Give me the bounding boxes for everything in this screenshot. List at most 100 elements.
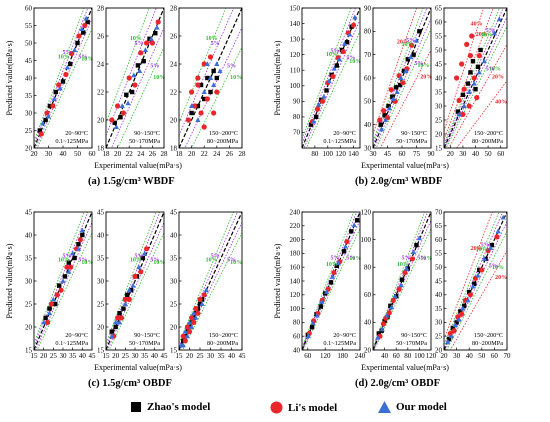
y-tick-label: 20 — [435, 346, 443, 354]
band-label-lower: 5% — [227, 258, 236, 264]
data-point-ours — [352, 14, 358, 20]
error-band-line-10pct-upper — [444, 212, 500, 345]
band-label-upper: 5% — [486, 28, 495, 34]
band-label-upper: 5% — [402, 255, 411, 261]
band-label-lower: 20% — [495, 275, 507, 281]
x-tick-label: 80 — [404, 352, 412, 360]
data-point-zhao — [308, 122, 314, 127]
data-point-ours — [79, 227, 85, 233]
band-label-upper: 20% — [471, 246, 483, 252]
error-band-line-40pct-lower — [456, 80, 507, 148]
x-tick-label: 24 — [213, 150, 221, 158]
data-point-li — [467, 53, 474, 59]
data-point-zhao — [140, 255, 145, 261]
chart-panel-a-2: 10%10%5%5%18 20 22 24 26 2818202224262890~150… — [97, 4, 168, 158]
data-point-ours — [57, 85, 63, 91]
data-point-li — [476, 53, 482, 59]
data-point-li — [204, 96, 210, 102]
data-point-ours — [384, 312, 390, 318]
y-tick-label: 30 — [25, 277, 33, 285]
data-point-zhao — [109, 329, 114, 334]
x-tick-label: 40 — [228, 352, 236, 360]
x-tick-label: 70 — [504, 352, 512, 360]
data-point-ours — [390, 96, 396, 101]
y-tick-label: 26 — [170, 32, 178, 40]
data-point-ours — [45, 113, 52, 119]
band-label-lower: 5% — [346, 256, 355, 262]
x-tick-label: 22 — [201, 150, 209, 158]
x-tick-label: 40 — [381, 352, 389, 360]
data-point-zhao — [334, 263, 339, 269]
data-point-ours — [500, 214, 506, 220]
x-tick-label: 80 — [311, 150, 319, 158]
data-point-zhao — [72, 255, 77, 261]
data-point-li — [479, 267, 485, 273]
data-point-li — [48, 301, 55, 307]
band-label-lower: 5% — [150, 258, 159, 264]
data-point-ours — [336, 56, 342, 62]
y-tick-label: 40 — [293, 346, 301, 354]
y-tick-label: 20 — [97, 116, 105, 124]
data-point-li — [377, 117, 383, 123]
y-tick-label: 30 — [364, 144, 372, 152]
y-tick-label: 50 — [364, 98, 372, 106]
data-point-ours — [75, 246, 82, 251]
data-point-li — [77, 237, 83, 243]
y-tick-label: 20 — [364, 346, 372, 354]
x-tick-label: 25 — [50, 352, 58, 360]
data-point-zhao — [121, 306, 126, 311]
data-point-ours — [79, 26, 85, 31]
y-tick-label: 120 — [361, 208, 372, 216]
band-label-lower: 10% — [153, 260, 165, 266]
x-tick-label: 60 — [491, 352, 499, 360]
caption-b: (b) 2.0g/cm³ WBDF — [355, 176, 443, 187]
y-tick-label: 60 — [293, 333, 301, 341]
data-point-li — [64, 264, 70, 270]
y-tick-label: 20 — [170, 323, 178, 331]
x-tick-label: 20 — [31, 150, 39, 158]
error-band-line-10pct-lower — [36, 28, 92, 148]
y-tick-label: 90 — [364, 4, 372, 12]
y-axis-label: Predicted value(mPa·s) — [5, 243, 14, 318]
data-point-li — [331, 270, 337, 276]
data-point-zhao — [68, 61, 73, 67]
data-point-ours — [130, 282, 136, 288]
data-point-ours — [481, 58, 487, 64]
data-point-zhao — [455, 109, 461, 114]
band-label-upper: 20% — [476, 32, 488, 38]
data-point-zhao — [112, 120, 117, 125]
x-tick-label: 18 — [176, 150, 184, 158]
data-point-li — [461, 86, 467, 92]
y-tick-label: 20 — [170, 116, 178, 124]
legend-marker-triangle — [378, 401, 391, 413]
data-point-zhao — [129, 89, 135, 95]
band-label-lower: 5% — [414, 61, 423, 67]
x-tick-label: 24 — [137, 150, 145, 158]
data-point-zhao — [128, 288, 134, 293]
y-tick-label: 80 — [364, 28, 372, 36]
y-tick-label: 60 — [364, 291, 372, 299]
y-tick-label: 35 — [435, 305, 443, 313]
data-point-ours — [191, 310, 197, 316]
data-point-li — [195, 310, 201, 316]
band-label-upper: 5% — [481, 242, 490, 248]
x-tick-label: 20 — [441, 352, 449, 360]
data-point-li — [494, 234, 500, 240]
band-label-upper: 10% — [326, 52, 338, 58]
data-point-li — [69, 50, 75, 57]
data-point-zhao — [313, 114, 319, 120]
reference-line-y-equals-x — [179, 8, 242, 148]
data-point-zhao — [113, 324, 118, 330]
data-point-zhao — [328, 280, 334, 285]
error-band-line-5pct-upper — [179, 8, 235, 136]
data-point-li — [471, 75, 477, 81]
data-point-ours — [109, 333, 115, 339]
y-tick-label: 35 — [435, 88, 443, 96]
data-point-zhao — [489, 242, 495, 248]
condition-pressure: 0.1~125MPa — [55, 138, 88, 145]
data-point-zhao — [401, 68, 407, 74]
condition-temperature: 150~200°C — [209, 130, 238, 137]
band-label-upper: 5% — [135, 253, 144, 259]
x-tick-label: 90 — [428, 150, 436, 158]
data-point-li — [390, 297, 396, 303]
